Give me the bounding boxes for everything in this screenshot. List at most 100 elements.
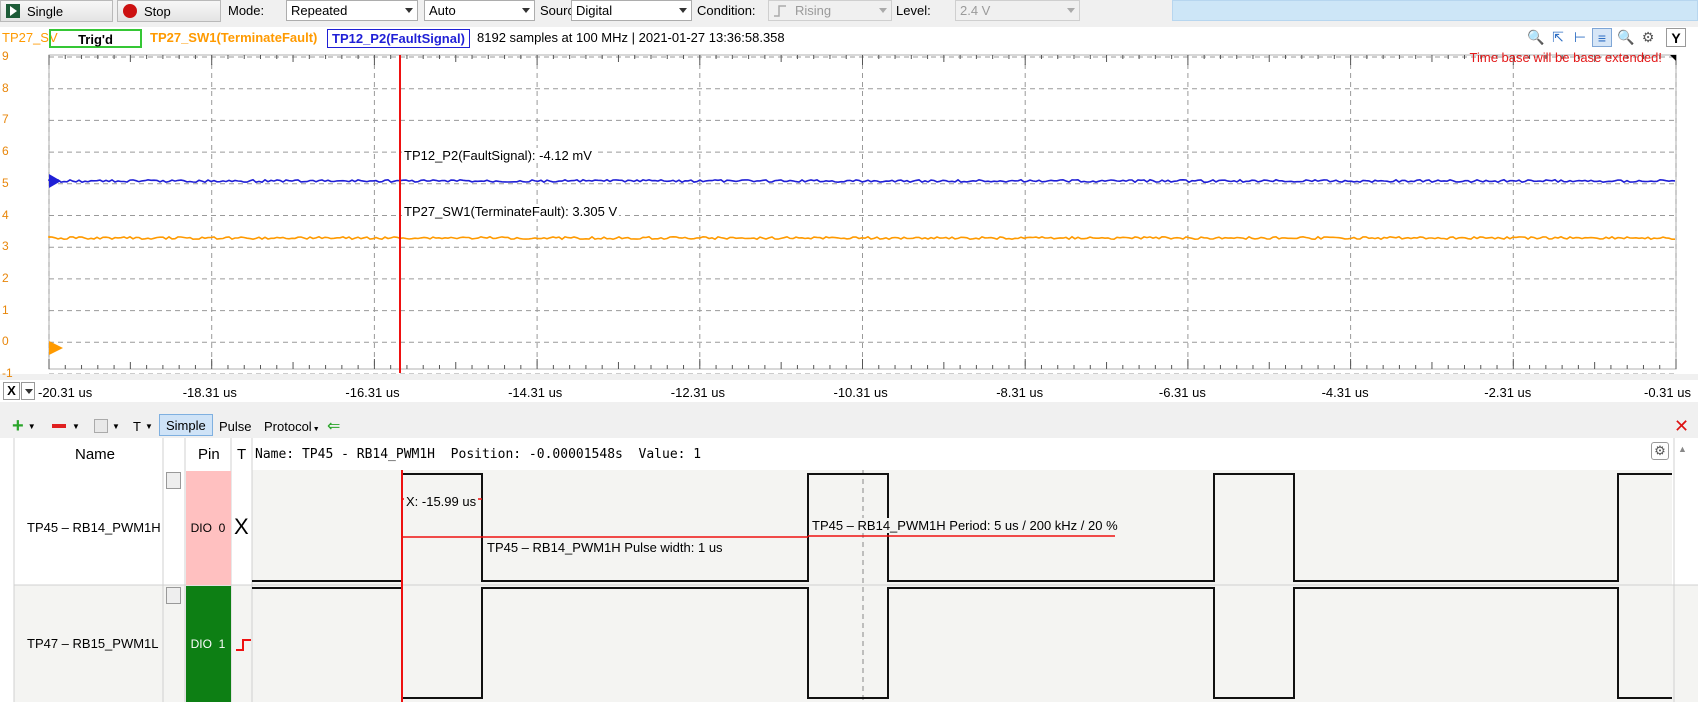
back-arrow-button[interactable]: ⇐ — [327, 416, 340, 436]
channel-1-offset-marker[interactable] — [49, 341, 63, 355]
cursor-readout-ch2: TP12_P2(FaultSignal): -4.12 mV — [402, 148, 594, 163]
single-button-label: Single — [27, 3, 64, 19]
x-tick-label: -20.31 us — [38, 385, 93, 400]
pin-number-dio1: 1 — [218, 637, 226, 651]
cursor-readout-ch1: TP27_SW1(TerminateFault): 3.305 V — [402, 204, 620, 219]
channel-2-label[interactable]: TP12_P2(FaultSignal) — [327, 29, 470, 48]
trigger-options-label: T — [133, 418, 141, 434]
stop-button[interactable]: Stop — [117, 0, 221, 22]
x-tick-label: -12.31 us — [670, 385, 725, 400]
main-toolbar: Single Stop Mode: Repeated Auto Source: … — [0, 0, 1698, 22]
trigger-options-button[interactable]: T ▼ — [133, 416, 153, 436]
zoom-horizontal-icon[interactable]: ⊢ — [1573, 29, 1587, 45]
y-tick-label: 1 — [2, 302, 9, 317]
y-tick-label: 9 — [2, 49, 9, 63]
chevron-down-icon — [1067, 8, 1075, 13]
pin-type-dio1: DIO — [190, 637, 212, 651]
channel-2-offset-marker[interactable] — [49, 174, 61, 188]
tab-protocol[interactable]: Protocol ▼ — [264, 416, 320, 436]
trigger-cell-dio0[interactable]: X — [234, 514, 249, 539]
cursor-x-readout: X: -15.99 us — [404, 494, 479, 509]
logic-analyzer-panel[interactable]: Name Pin T Name: TP45 - RB14_PWM1H Posit… — [0, 438, 1698, 702]
single-button[interactable]: Single — [0, 0, 113, 22]
tab-simple[interactable]: Simple — [159, 414, 213, 436]
single-run-icon — [6, 4, 20, 18]
edit-signal-icon[interactable] — [166, 472, 181, 489]
remove-channel-button[interactable]: ▼ — [52, 416, 80, 436]
timebase-warning: Time base will be base extended! — [1469, 50, 1662, 65]
settings-gear-icon[interactable]: ⚙ — [1651, 442, 1669, 460]
tab-simple-label: Simple — [166, 417, 206, 433]
y-tick-label: 5 — [2, 175, 9, 190]
column-header-name: Name — [75, 446, 116, 463]
rising-edge-trigger-icon[interactable] — [236, 639, 251, 651]
condition-label: Condition: — [697, 3, 756, 18]
add-channel-button[interactable]: + ▼ — [12, 416, 36, 436]
y-tick-label: 7 — [2, 112, 9, 127]
x-tick-label: -0.31 us — [1644, 385, 1691, 400]
oscilloscope-plot[interactable]: 9 8 7 6 5 4 3 2 1 0 -1 Time base will be base exte… — [0, 49, 1698, 380]
x-tick-label: -2.31 us — [1484, 385, 1532, 400]
mode-select[interactable]: Repeated — [286, 0, 418, 21]
level-input[interactable]: 2.4 V — [955, 0, 1080, 21]
condition-value: Rising — [795, 3, 832, 18]
dio1-pin-cell-bg — [186, 586, 231, 702]
tab-protocol-label: Protocol — [264, 418, 312, 434]
logic-toolbar: + ▼ ▼ ▼ T ▼ Simple Pulse Protocol ▼ ⇐ ✕ — [0, 412, 1698, 438]
signal-name-dio1[interactable]: TP47 – RB15_PWM1L — [27, 636, 159, 651]
edit-button[interactable]: ▼ — [94, 416, 120, 436]
trigger-mode-select[interactable]: Auto — [424, 0, 535, 21]
x-tick-label: -6.31 us — [1158, 385, 1206, 400]
scope-traces — [48, 178, 1676, 241]
zoom-vertical-icon[interactable]: ≡ — [1592, 28, 1612, 47]
tab-pulse[interactable]: Pulse — [219, 416, 252, 436]
condition-select[interactable]: Rising — [768, 0, 892, 21]
level-value: 2.4 V — [960, 3, 991, 18]
zoom-in-icon[interactable]: 🔍 — [1527, 29, 1545, 45]
pin-cell-dio1: DIO 1 — [185, 586, 231, 702]
channel-1-label[interactable]: TP27_SW1(TerminateFault) — [150, 30, 318, 45]
logic-status-line: Name: TP45 - RB14_PWM1H Position: -0.000… — [255, 447, 702, 462]
edit-icon — [94, 419, 108, 433]
column-header-pin: Pin — [198, 446, 220, 463]
zoom-cursor-icon[interactable]: ⇱ — [1552, 29, 1564, 45]
x-axis-dropdown[interactable] — [21, 382, 35, 400]
trig-status-badge: Trig'd — [49, 29, 142, 48]
scope-vertical-grid — [48, 55, 1677, 369]
chevron-down-icon — [25, 389, 33, 394]
waveform-path — [252, 587, 1672, 699]
channel-1-trace — [48, 235, 1675, 241]
pin-cell-dio0: DIO 0 — [185, 471, 231, 585]
edit-signal-icon[interactable] — [166, 587, 181, 604]
y-tick-label: 3 — [2, 239, 9, 254]
source-select[interactable]: Digital — [571, 0, 692, 21]
pin-type-dio0: DIO — [190, 521, 212, 535]
x-tick-label: -4.31 us — [1321, 385, 1369, 400]
settings-gear-icon[interactable]: ⚙ — [1641, 29, 1655, 45]
chevron-down-icon: ▼ — [144, 421, 153, 431]
chevron-down-icon — [679, 8, 687, 13]
mode-value: Repeated — [291, 3, 348, 18]
close-panel-button[interactable]: ✕ — [1674, 416, 1689, 436]
scope-view-tools: 🔍 ⇱ ⊢ ≡ 🔍 ⚙ Y — [1526, 27, 1698, 49]
zoom-fit-icon[interactable]: 🔍 — [1617, 29, 1635, 45]
scroll-up-icon[interactable]: ▲ — [1678, 444, 1687, 454]
logic-waveform-svg — [0, 438, 1698, 702]
y-tick-label: 2 — [2, 270, 9, 285]
scope-grid-svg — [48, 54, 1677, 374]
channel-2-trace — [48, 178, 1676, 184]
chevron-down-icon: ▼ — [312, 425, 320, 433]
acquisition-info: 8192 samples at 100 MHz | 2021-01-27 13:… — [477, 30, 785, 45]
x-tick-label: -14.31 us — [508, 385, 563, 400]
x-axis-button[interactable]: X — [3, 382, 20, 400]
chevron-down-icon: ▼ — [112, 421, 120, 431]
chevron-down-icon — [879, 8, 887, 13]
chevron-down-icon — [522, 8, 530, 13]
y-axis-button[interactable]: Y — [1666, 28, 1686, 47]
rising-edge-icon — [774, 4, 786, 17]
plus-icon: + — [12, 415, 24, 437]
trigger-mode-value: Auto — [429, 3, 456, 18]
source-value: Digital — [576, 3, 613, 18]
y-tick-label: 6 — [2, 144, 9, 159]
signal-name-dio0[interactable]: TP45 – RB14_PWM1H — [27, 520, 161, 535]
